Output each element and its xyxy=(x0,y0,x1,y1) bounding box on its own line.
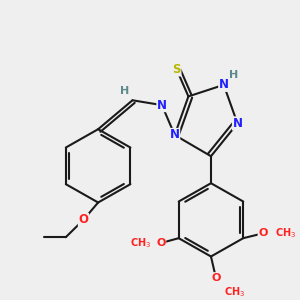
Text: O: O xyxy=(78,213,88,226)
Text: N: N xyxy=(232,117,242,130)
Text: N: N xyxy=(219,78,229,92)
Text: N: N xyxy=(170,128,180,142)
Text: O: O xyxy=(156,238,166,248)
Text: CH$_3$: CH$_3$ xyxy=(224,285,245,299)
Text: CH$_3$: CH$_3$ xyxy=(130,236,151,250)
Text: O: O xyxy=(258,228,268,239)
Text: N: N xyxy=(157,99,167,112)
Text: H: H xyxy=(229,70,238,80)
Text: CH$_3$: CH$_3$ xyxy=(275,226,296,240)
Text: S: S xyxy=(172,63,181,76)
Text: O: O xyxy=(211,273,220,283)
Text: H: H xyxy=(120,85,129,96)
